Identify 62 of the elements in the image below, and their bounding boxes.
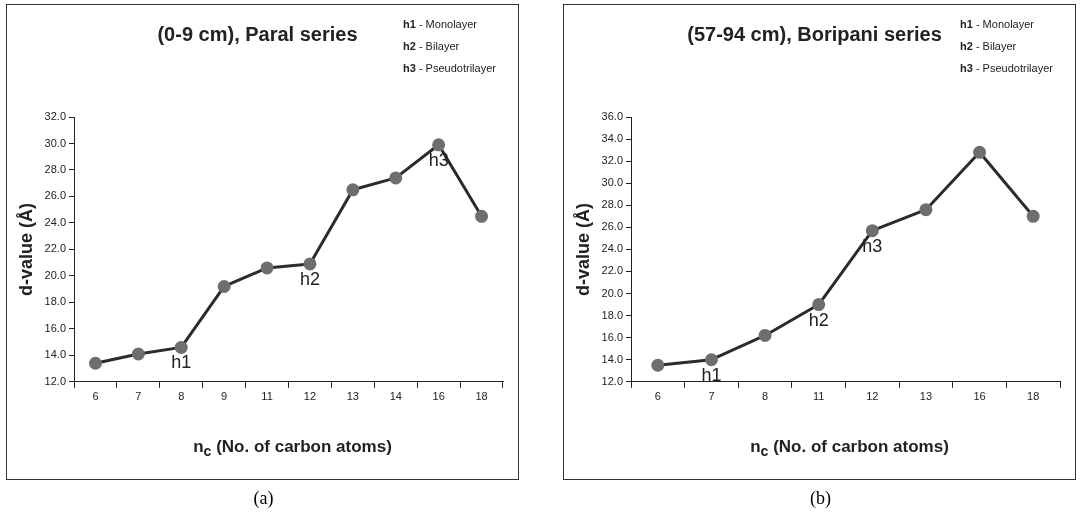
y-tick-label: 20.0: [601, 286, 624, 299]
y-tick-label: 28.0: [601, 198, 624, 211]
x-tick-label: 13: [919, 390, 933, 403]
y-tick-label: 16.0: [601, 330, 624, 343]
x-tick-label: 6: [92, 390, 99, 403]
y-tick-label: 12.0: [44, 374, 67, 387]
y-tick-label: 20.0: [44, 268, 67, 281]
y-tick-label: 32.0: [44, 110, 67, 123]
text: h1 - Monolayer: [403, 18, 478, 31]
annotation: h1: [171, 352, 192, 373]
x-axis-title: n$_{c}$ (No. of carbon atoms): [192, 437, 393, 460]
x-tick-label: 13: [346, 390, 359, 403]
y-tick-label: 30.0: [601, 176, 624, 189]
annotation: h3: [428, 149, 449, 170]
text: (b): [809, 488, 832, 509]
text: h2 - Bilayer: [960, 40, 1017, 53]
y-tick-label: 16.0: [44, 321, 67, 334]
y-tick-label: 30.0: [44, 136, 67, 149]
x-tick-label: 18: [1027, 390, 1040, 403]
y-tick-label: 32.0: [601, 154, 624, 167]
y-tick-label: 34.0: [601, 132, 624, 145]
y-tick-label: 26.0: [44, 189, 67, 202]
y-axis-title: d-value (Å): [15, 202, 36, 296]
y-tick-label: 36.0: [601, 110, 624, 123]
x-tick-label: 8: [178, 390, 185, 403]
y-tick-label: 28.0: [44, 162, 67, 175]
text: h1 - Monolayer: [960, 18, 1035, 31]
x-tick-label: 9: [221, 390, 228, 403]
x-tick-label: 12: [303, 390, 317, 403]
x-tick-label: 12: [866, 390, 879, 403]
x-tick-label: 18: [475, 390, 488, 403]
x-tick-label: 8: [762, 390, 769, 403]
y-tick-label: 14.0: [601, 352, 624, 365]
annotation: h3: [862, 235, 883, 256]
x-tick-label: 6: [654, 390, 661, 403]
y-tick-label: 12.0: [601, 374, 624, 387]
x-tick-label: 11: [261, 390, 273, 403]
y-tick-label: 22.0: [44, 242, 67, 255]
y-tick-label: 14.0: [44, 348, 67, 361]
y-tick-label: 18.0: [601, 308, 624, 321]
text: (a): [252, 488, 275, 509]
annotation: h2: [808, 309, 829, 330]
chart-title: (0-9 cm), Paral series: [157, 22, 358, 45]
x-tick-label: 11: [812, 390, 825, 403]
y-tick-label: 18.0: [44, 295, 67, 308]
y-tick-label: 24.0: [44, 215, 67, 228]
x-tick-label: 16: [973, 390, 986, 403]
x-axis-title: n$_{c}$ (No. of carbon atoms): [749, 437, 950, 460]
text: h2 - Bilayer: [403, 40, 460, 53]
x-tick-label: 16: [432, 390, 445, 403]
y-axis-title: d-value (Å): [572, 202, 593, 296]
x-tick-label: 14: [389, 390, 402, 403]
chart-title: (57-94 cm), Boripani series: [687, 22, 942, 45]
y-tick-label: 26.0: [601, 220, 624, 233]
text: h3 - Pseudotrilayer: [403, 62, 497, 75]
x-tick-label: 7: [708, 390, 715, 403]
x-tick-label: 7: [135, 390, 142, 403]
y-tick-label: 24.0: [601, 242, 624, 255]
y-tick-label: 22.0: [601, 264, 624, 277]
text: h3 - Pseudotrilayer: [960, 62, 1054, 75]
annotation: h2: [299, 268, 320, 289]
annotation: h1: [701, 364, 722, 385]
